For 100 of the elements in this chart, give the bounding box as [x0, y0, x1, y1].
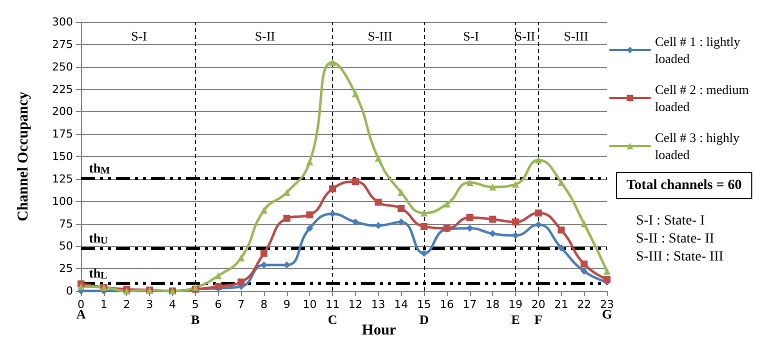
annotation: S-III — [368, 28, 392, 44]
point — [260, 206, 268, 214]
y-tick-label: 50 — [59, 240, 73, 253]
annotation: S-I — [463, 28, 479, 44]
point — [398, 218, 405, 226]
x-tick-label: 22 — [577, 298, 592, 311]
y-tick-label: 300 — [52, 16, 73, 28]
x-axis-title: Hour — [362, 322, 396, 338]
x-tick-label: 16 — [440, 298, 454, 311]
ref-line-label: D — [419, 312, 429, 327]
x-tick-label: 8 — [260, 298, 268, 311]
point — [466, 214, 474, 221]
y-tick-label: 225 — [52, 82, 73, 96]
x-tick-label: 11 — [326, 298, 340, 311]
annotation: S-II — [254, 28, 276, 44]
x-tick-label: 9 — [283, 298, 290, 311]
x-tick-label: 15 — [417, 298, 432, 311]
point — [260, 250, 268, 257]
point — [238, 254, 245, 262]
point — [466, 179, 474, 186]
ref-line-label: B — [191, 312, 200, 327]
ref-line-label: E — [511, 312, 520, 327]
text: S-III : State- III — [636, 250, 724, 264]
point — [580, 268, 588, 275]
point — [558, 226, 565, 234]
x-tick-label: 13 — [371, 298, 386, 311]
point — [604, 268, 610, 275]
point — [238, 278, 245, 286]
annotation: S-III — [564, 28, 588, 44]
point — [604, 276, 610, 283]
y-axis-title: Channel Occupancy — [16, 91, 32, 222]
point — [466, 224, 474, 232]
x-tick-label: 3 — [146, 298, 154, 311]
x-tick-label: 21 — [554, 298, 568, 311]
point — [558, 244, 565, 252]
point — [580, 260, 588, 268]
x-tick-label: 17 — [462, 298, 477, 311]
point — [534, 209, 542, 216]
x-tick-label: 23 — [600, 298, 614, 311]
y-tick-label: 125 — [52, 172, 73, 186]
point — [352, 218, 359, 226]
point — [374, 222, 382, 230]
ref-line-label: C — [328, 312, 338, 327]
annotation: S-I — [131, 28, 147, 44]
x-tick-label: 2 — [123, 298, 130, 311]
point — [398, 188, 405, 196]
x-tick-label: 19 — [508, 298, 523, 311]
legend-label: Cell # 2 : medium loaded — [655, 82, 752, 114]
point — [489, 183, 496, 190]
point — [329, 210, 336, 218]
y-tick-label: 175 — [52, 128, 73, 141]
point — [512, 180, 520, 188]
point — [534, 221, 542, 228]
point — [283, 261, 290, 268]
legend-label: Cell # 1 : lightly loaded — [655, 34, 744, 66]
x-tick-label: 12 — [348, 298, 362, 311]
point — [374, 154, 382, 162]
y-tick-label: 150 — [52, 150, 73, 163]
point — [306, 158, 314, 166]
point — [443, 200, 450, 208]
point — [306, 211, 314, 218]
point — [260, 261, 268, 268]
point — [420, 222, 428, 230]
text: Total channels = 60 — [626, 178, 742, 193]
text: S-I : State- I — [636, 214, 706, 228]
point — [489, 216, 496, 223]
x-tick-label: 5 — [192, 298, 199, 311]
point — [283, 214, 290, 222]
x-tick-label: 6 — [214, 298, 222, 311]
point — [558, 179, 565, 186]
point — [512, 232, 520, 239]
point — [214, 272, 222, 280]
point — [352, 90, 359, 98]
x-tick-label: 18 — [486, 298, 500, 311]
legend-label: Cell # 3 : highly loaded — [655, 130, 743, 162]
point — [420, 250, 428, 257]
point — [580, 220, 588, 228]
point — [512, 218, 520, 226]
text: S-II : State- II — [636, 232, 714, 246]
x-tick-label: 1 — [100, 298, 108, 311]
point — [329, 185, 336, 192]
x-tick-label: 7 — [238, 298, 245, 311]
point — [489, 230, 496, 238]
y-tick-label: 25 — [59, 262, 73, 276]
y-tick-label: 0 — [66, 284, 73, 298]
y-tick-label: 75 — [59, 217, 73, 230]
point — [374, 198, 382, 206]
x-tick-label: 10 — [302, 298, 317, 311]
annotation: S-II — [514, 28, 536, 44]
y-tick-label: 100 — [52, 194, 73, 208]
x-tick-label: 20 — [531, 298, 546, 311]
point — [534, 156, 542, 164]
point — [398, 205, 405, 212]
ref-line-label: F — [534, 312, 542, 327]
y-tick-label: 250 — [52, 60, 73, 74]
y-tick-label: 200 — [52, 105, 73, 118]
x-tick-label: 4 — [168, 298, 176, 311]
x-tick-label: 14 — [394, 298, 408, 311]
point — [420, 209, 428, 216]
point — [352, 178, 359, 186]
